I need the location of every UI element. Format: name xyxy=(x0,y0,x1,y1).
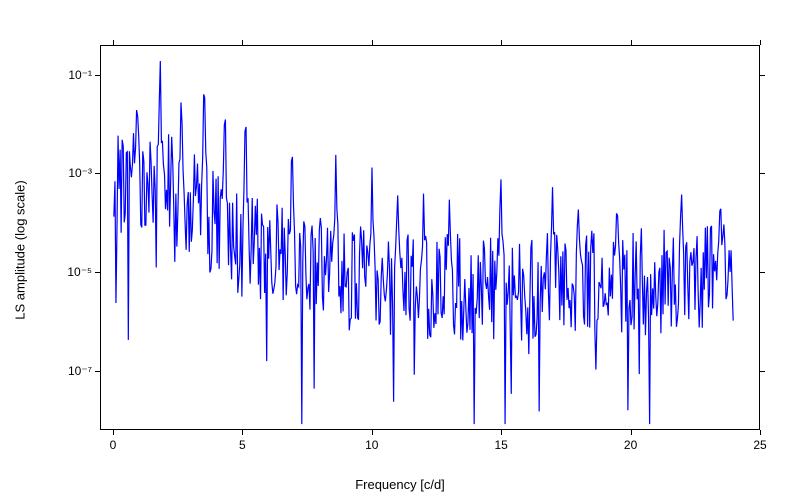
y-tick-mark xyxy=(95,272,100,273)
x-tick-mark xyxy=(372,430,373,435)
x-tick-label: 10 xyxy=(365,438,378,452)
x-tick-mark xyxy=(631,430,632,435)
x-tick-mark xyxy=(631,40,632,45)
y-tick-mark xyxy=(760,75,765,76)
y-axis-label: LS amplitude (log scale) xyxy=(13,180,28,319)
y-tick-mark xyxy=(760,173,765,174)
x-tick-mark xyxy=(113,40,114,45)
y-tick-mark xyxy=(95,173,100,174)
x-tick-label: 0 xyxy=(110,438,117,452)
x-tick-mark xyxy=(760,430,761,435)
spectrum-line xyxy=(101,46,759,429)
x-tick-mark xyxy=(760,40,761,45)
y-tick-mark xyxy=(760,272,765,273)
y-tick-mark xyxy=(95,75,100,76)
chart-frame xyxy=(100,45,760,430)
x-tick-label: 20 xyxy=(624,438,637,452)
x-tick-label: 5 xyxy=(239,438,246,452)
x-tick-mark xyxy=(113,430,114,435)
y-tick-mark xyxy=(95,371,100,372)
x-tick-mark xyxy=(501,430,502,435)
y-tick-label: 10⁻⁷ xyxy=(68,364,92,378)
y-tick-label: 10⁻¹ xyxy=(68,68,92,82)
plot-area xyxy=(101,46,759,429)
x-axis-label: Frequency [c/d] xyxy=(355,477,445,492)
x-tick-label: 25 xyxy=(753,438,766,452)
y-tick-label: 10⁻³ xyxy=(68,166,92,180)
y-tick-label: 10⁻⁵ xyxy=(67,265,92,279)
y-tick-mark xyxy=(760,371,765,372)
x-tick-mark xyxy=(242,40,243,45)
x-tick-mark xyxy=(242,430,243,435)
x-tick-mark xyxy=(372,40,373,45)
x-tick-mark xyxy=(501,40,502,45)
x-tick-label: 15 xyxy=(494,438,507,452)
